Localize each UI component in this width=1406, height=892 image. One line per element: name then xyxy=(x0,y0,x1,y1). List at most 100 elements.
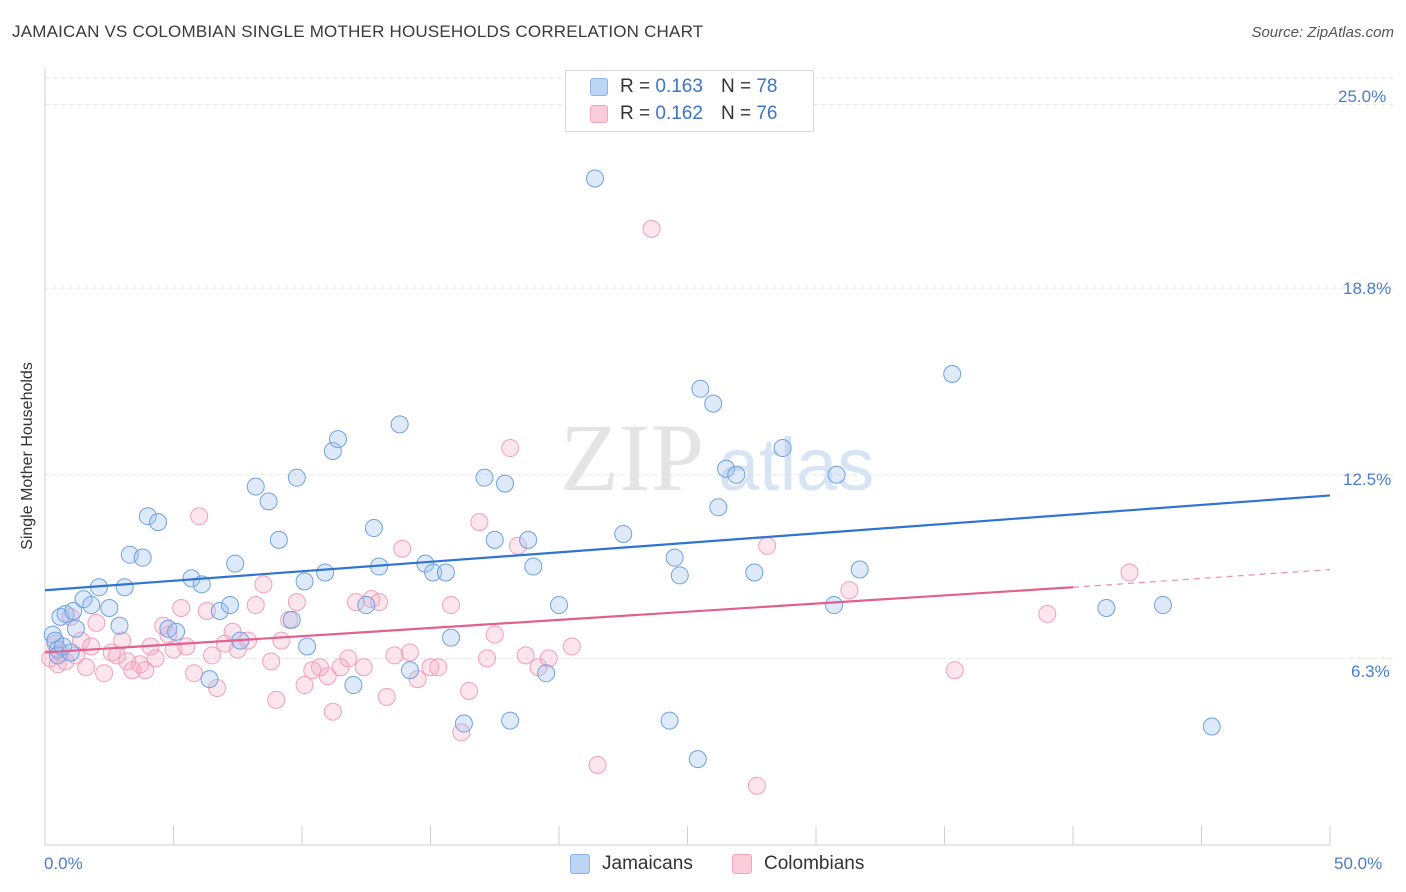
data-point xyxy=(745,563,764,582)
y-tick-label: 25.0% xyxy=(1338,87,1387,106)
source-label: Source: ZipAtlas.com xyxy=(1251,24,1394,41)
data-point xyxy=(436,563,455,582)
x-tick-label: 50.0% xyxy=(1334,854,1383,873)
data-point xyxy=(272,631,291,650)
legend-swatch-icon xyxy=(590,78,608,96)
data-point xyxy=(1153,596,1172,615)
data-point xyxy=(670,566,689,585)
data-point xyxy=(262,652,281,671)
data-point xyxy=(254,575,273,594)
y-tick-label: 12.5% xyxy=(1343,470,1392,489)
data-point xyxy=(442,628,461,647)
legend-row-jamaicans: R = 0.163 N = 78 xyxy=(590,75,777,99)
data-point xyxy=(318,667,337,686)
data-point xyxy=(339,649,358,668)
data-point xyxy=(727,465,746,484)
data-point xyxy=(945,661,964,680)
data-point xyxy=(475,468,494,487)
data-point xyxy=(354,658,373,677)
data-point xyxy=(77,658,96,677)
data-point xyxy=(131,655,150,674)
data-point xyxy=(390,415,409,434)
axes xyxy=(44,68,1331,846)
data-point xyxy=(377,687,396,706)
data-point xyxy=(344,676,363,695)
data-point xyxy=(758,536,777,555)
data-point xyxy=(691,379,710,398)
data-point xyxy=(295,676,314,695)
data-point xyxy=(82,596,101,615)
legend-n-label: N = xyxy=(720,103,752,124)
legend-label-jamaicans: Jamaicans xyxy=(602,853,693,874)
trend-line xyxy=(44,494,1331,592)
data-point xyxy=(323,702,342,721)
data-point xyxy=(585,169,604,188)
data-point xyxy=(485,625,504,644)
data-point xyxy=(298,637,317,656)
data-point xyxy=(501,439,520,458)
data-point xyxy=(246,477,265,496)
data-point xyxy=(364,519,383,538)
data-point xyxy=(287,468,306,487)
data-point xyxy=(665,548,684,567)
trend-line xyxy=(44,586,1074,654)
y-tick-label: 6.3% xyxy=(1351,662,1390,681)
data-point xyxy=(323,442,342,461)
data-point xyxy=(346,593,365,612)
data-point xyxy=(269,530,288,549)
grid-lines xyxy=(45,77,1395,659)
y-axis-label: Single Mother Households xyxy=(19,362,36,550)
data-point xyxy=(138,507,157,526)
data-point xyxy=(100,599,119,618)
data-point xyxy=(550,596,568,615)
data-point xyxy=(1038,604,1057,623)
data-point xyxy=(773,439,792,458)
data-point xyxy=(64,601,83,620)
legend-row-colombians: R = 0.162 N = 76 xyxy=(590,102,777,126)
data-point xyxy=(226,554,245,573)
data-point xyxy=(704,394,723,413)
data-point xyxy=(287,593,306,612)
data-point xyxy=(66,619,85,638)
y-tick-label: 18.8% xyxy=(1343,279,1392,298)
data-point xyxy=(221,596,240,615)
data-point xyxy=(660,711,679,730)
chart-title: JAMAICAN VS COLOMBIAN SINGLE MOTHER HOUS… xyxy=(12,22,704,41)
data-point xyxy=(537,664,556,683)
data-point xyxy=(177,637,196,656)
data-point xyxy=(400,643,419,662)
trend-line-extension xyxy=(1072,568,1331,588)
data-point xyxy=(496,474,515,493)
legend-label-colombians: Colombians xyxy=(764,853,865,874)
data-point xyxy=(470,513,489,532)
data-point xyxy=(95,664,114,683)
watermark-zip: ZIP xyxy=(560,404,704,511)
data-point xyxy=(259,492,278,511)
data-point xyxy=(267,690,286,709)
data-point xyxy=(87,613,106,632)
data-point xyxy=(588,756,607,775)
legend-r-value: 0.162 xyxy=(655,103,703,124)
data-point xyxy=(210,601,229,620)
series-jamaicans-points xyxy=(43,169,1221,769)
legend-r-label: R = xyxy=(620,76,651,97)
data-point xyxy=(1202,717,1221,736)
data-point xyxy=(136,661,155,680)
data-point xyxy=(357,596,376,615)
legend-n-value: 78 xyxy=(756,76,778,97)
legend-r-label: R = xyxy=(620,103,651,124)
data-point xyxy=(295,572,314,591)
legend-swatch-icon xyxy=(570,854,590,874)
data-point xyxy=(421,658,440,677)
data-point xyxy=(524,557,543,576)
data-point xyxy=(1120,563,1139,582)
data-point xyxy=(167,622,186,641)
data-point xyxy=(185,664,204,683)
data-point xyxy=(200,670,219,689)
data-point xyxy=(61,643,80,662)
data-point xyxy=(709,498,728,517)
trend-lines xyxy=(44,494,1331,654)
data-point xyxy=(454,714,473,733)
data-point xyxy=(614,524,633,543)
